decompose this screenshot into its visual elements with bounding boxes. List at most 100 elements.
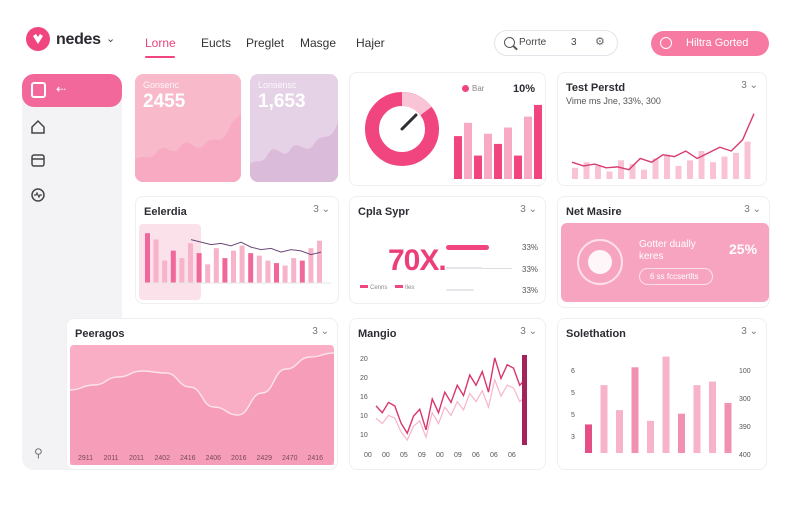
x-tick-label: 06 <box>472 452 480 459</box>
bar-mark <box>721 156 728 179</box>
card-menu[interactable]: 3 ⌄ <box>741 80 758 91</box>
bar-mark <box>256 255 262 283</box>
card-subtitle: Vime ms Jne, 33%, 300 <box>566 96 661 106</box>
y-tick-label-right: 400 <box>739 452 751 459</box>
overlay-line <box>190 239 322 256</box>
primary-line <box>375 357 527 435</box>
chevron-down-icon[interactable]: ⌄ <box>106 33 116 45</box>
bar-mark <box>454 136 462 179</box>
card-title: Mangio <box>358 328 397 340</box>
bar-mark <box>616 410 623 453</box>
x-tick-label: 00 <box>436 452 444 459</box>
home-icon[interactable] <box>30 119 46 135</box>
area-line <box>70 352 335 416</box>
area-fill <box>70 353 334 465</box>
x-tick-label: 2429 <box>257 455 273 462</box>
x-tick-label: 2406 <box>206 455 222 462</box>
progress-bar <box>446 245 489 250</box>
folder-icon[interactable] <box>30 152 46 168</box>
y-tick-label: 5 <box>571 412 575 419</box>
gauge-chart <box>365 92 439 166</box>
promo-percent: 25% <box>729 241 758 257</box>
x-tick-label: 2416 <box>180 455 196 462</box>
x-tick-label: 2011 <box>104 455 119 462</box>
bar-mark <box>693 385 701 453</box>
legend-item: Bar <box>462 84 484 93</box>
stat-card-1[interactable]: Gonsenc 2455 <box>135 74 241 182</box>
promo-banner[interactable]: Gotter dually keres 25% 6 ss fccsertlts <box>561 223 769 302</box>
bar-mark <box>145 233 150 283</box>
stat-value: 1,653 <box>258 91 306 112</box>
kpi-value: 70X. <box>388 244 447 277</box>
primary-cta-button[interactable]: Hiltra Gorted <box>651 31 769 56</box>
search-shortcut: 3 <box>571 37 577 48</box>
nav-item-lorne[interactable]: Lorne <box>145 36 176 50</box>
gauge-value: 10% <box>513 83 536 95</box>
area-chart: 2911 2011 2011 2402 2416 2406 2016 2429 2470 2416 <box>70 345 335 465</box>
bar-mark <box>222 258 228 283</box>
search-input[interactable]: Porrte 3 ⚙ <box>494 30 618 56</box>
bar-mark <box>647 420 654 453</box>
bar-mark <box>153 239 159 283</box>
y-tick-label: 6 <box>571 368 575 375</box>
bar-mark <box>188 243 193 283</box>
stat-card-2[interactable]: Lonsensc 1,653 <box>250 74 338 182</box>
percent-label: 33% <box>522 265 539 274</box>
y-tick-label: 16 <box>360 394 368 401</box>
promo-button[interactable]: 6 ss fccsertlts <box>639 268 713 285</box>
legend-item: Iles <box>395 285 414 291</box>
bar-mark <box>595 165 601 179</box>
collapse-arrow-icon[interactable]: ⇠ <box>56 82 67 96</box>
line-chart: 20 20 16 10 10 00 00 05 09 00 09 06 06 06 <box>360 355 527 459</box>
bar-mark <box>239 245 245 283</box>
bar-mark <box>291 258 297 283</box>
y-tick-label: 10 <box>360 413 368 420</box>
bar-mark <box>213 248 219 283</box>
bar-mark <box>179 258 185 283</box>
bar-mark <box>572 167 578 179</box>
progress-bar <box>446 289 474 291</box>
brand-name[interactable]: nedes <box>56 31 101 48</box>
nav-item-preglet[interactable]: Preglet <box>246 36 285 50</box>
card-menu[interactable]: 3 ⌄ <box>312 326 329 337</box>
card-menu[interactable]: 3 ⌄ <box>520 326 537 337</box>
x-tick-label: 2470 <box>282 455 298 462</box>
stat-value: 2455 <box>143 91 186 112</box>
activity-icon[interactable] <box>30 187 46 203</box>
x-tick-label: 09 <box>454 452 462 459</box>
settings-icon[interactable]: ⚲ <box>34 446 43 460</box>
x-tick-label: 06 <box>490 452 498 459</box>
trend-card: Test Perstd 3 ⌄ Vime ms Jne, 33%, 300 <box>557 72 767 186</box>
bar-mark <box>675 165 682 179</box>
bar-mark <box>744 141 751 179</box>
bar-mark <box>494 143 502 179</box>
promo-card: Net Masire 3 ⌄ Gotter dually keres 25% 6… <box>557 196 770 308</box>
bar-mark <box>585 424 592 453</box>
sidebar-item-dashboard[interactable]: ⇠ <box>22 74 122 107</box>
card-menu[interactable]: 3 ⌄ <box>744 204 761 215</box>
bar-mark <box>583 162 590 179</box>
card-menu[interactable]: 3 ⌄ <box>313 204 330 215</box>
gear-icon[interactable]: ⚙ <box>595 36 605 48</box>
card-title: Eelerdia <box>144 206 187 218</box>
bar-mark <box>687 160 693 179</box>
bar-chart-card: Eelerdia 3 ⌄ <box>135 196 339 304</box>
card-title: Solethation <box>566 328 626 340</box>
nav-item-eucts[interactable]: Eucts <box>201 36 232 50</box>
bar-mark <box>678 413 685 453</box>
bar-mark <box>631 367 639 453</box>
card-menu[interactable]: 3 ⌄ <box>741 326 758 337</box>
nav-item-hajer[interactable]: Hajer <box>356 36 385 50</box>
stat-label: Lonsensc <box>258 80 297 90</box>
active-tab-indicator <box>145 56 175 58</box>
card-title: Net Masire <box>566 206 622 218</box>
card-menu[interactable]: 3 ⌄ <box>520 204 537 215</box>
y-tick-label-right: 390 <box>739 424 751 431</box>
bar-mark <box>618 160 624 179</box>
bar-mark <box>248 253 254 283</box>
promo-ring-icon <box>577 239 623 285</box>
bar-mark <box>299 260 305 283</box>
stat-sparkline <box>135 114 241 182</box>
nav-item-masge[interactable]: Masge <box>300 36 337 50</box>
bar-mark <box>282 265 288 283</box>
